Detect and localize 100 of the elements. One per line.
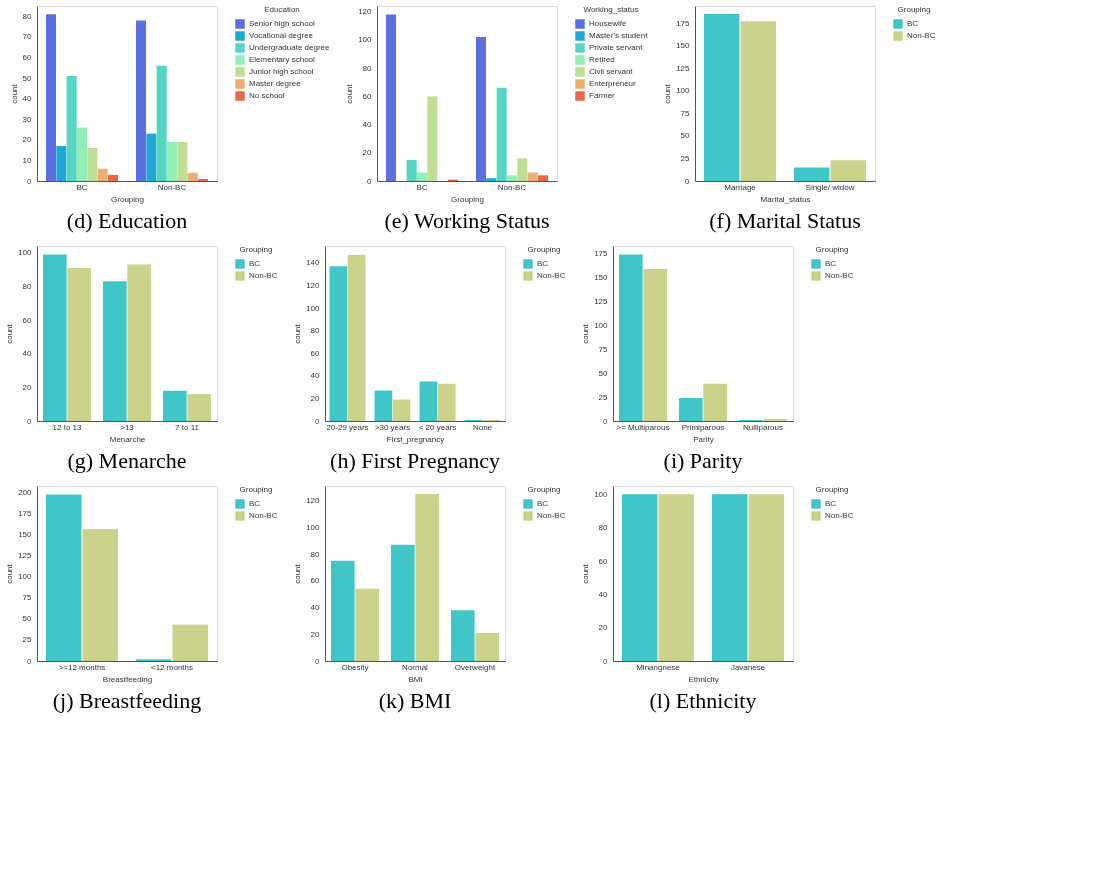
x-axis-title: First_pregnancy [386, 434, 445, 444]
x-tick-label: >13 [120, 422, 135, 432]
y-tick-label: 60 [22, 52, 33, 62]
y-tick-label: 150 [676, 41, 691, 51]
x-tick-label: BC [416, 182, 428, 192]
y-tick-label: 60 [598, 556, 609, 566]
legend-label: BC [249, 499, 261, 508]
y-axis-title: count [293, 563, 303, 584]
y-tick-label: 70 [22, 32, 33, 42]
y-tick-label: 120 [306, 281, 321, 291]
bar [331, 560, 355, 661]
y-tick-label: 100 [676, 86, 691, 96]
text: (g) Menarche [67, 448, 187, 473]
y-tick-label: 30 [22, 114, 33, 124]
y-tick-label: 50 [22, 73, 33, 83]
bar [127, 264, 151, 421]
y-tick-label: 0 [27, 656, 33, 666]
legend-label: Undergraduate degree [249, 43, 331, 52]
x-axis-title: BMI [408, 674, 423, 684]
bar [87, 148, 98, 181]
bar [156, 65, 167, 181]
text: (j) Breastfeeding [52, 688, 202, 713]
bar [76, 127, 88, 181]
y-tick-label: 200 [18, 488, 33, 498]
bar [506, 175, 518, 181]
x-tick-label: Primiparous [681, 422, 725, 432]
bar [103, 281, 127, 421]
bar [82, 528, 118, 661]
legend-label: Civil servant [589, 67, 634, 76]
legend-title: Grouping [239, 245, 273, 254]
bar [830, 160, 866, 181]
legend-title: Working_status [583, 5, 639, 14]
x-tick-label: Javanese [730, 662, 766, 672]
bar [679, 398, 703, 421]
y-tick-label: 175 [18, 509, 33, 519]
legend-label: Non-BC [825, 271, 854, 280]
x-axis-title: Ethnicity [688, 674, 719, 684]
bar [172, 624, 208, 661]
y-tick-label: 40 [362, 120, 373, 130]
y-axis-title: count [9, 83, 19, 104]
bar [107, 174, 118, 181]
legend-title: Grouping [527, 485, 561, 494]
y-tick-label: 175 [676, 18, 691, 28]
y-tick-label: 100 [18, 572, 33, 582]
y-tick-label: 0 [367, 176, 373, 186]
x-tick-label: Minangnese [636, 662, 681, 672]
y-tick-label: 0 [315, 416, 321, 426]
y-tick-label: 80 [310, 549, 321, 559]
y-tick-label: 50 [680, 131, 691, 141]
y-tick-label: 80 [598, 523, 609, 533]
y-tick-label: 0 [603, 416, 609, 426]
y-tick-label: 60 [310, 348, 321, 358]
bar [740, 21, 776, 181]
legend-label: BC [825, 499, 837, 508]
y-tick-label: 50 [22, 614, 33, 624]
text: (d) Education [66, 208, 188, 233]
y-tick-label: 120 [358, 7, 373, 17]
x-tick-label: >30 years [374, 422, 411, 432]
y-tick-label: 125 [676, 63, 691, 73]
bar [66, 76, 77, 181]
x-tick-label: Non-BC [157, 182, 187, 192]
bar [496, 87, 507, 181]
x-tick-label: 12 to 13 [52, 422, 82, 432]
legend-label: Non-BC [537, 511, 566, 520]
legend-title: Grouping [239, 485, 273, 494]
legend-label: Non-BC [537, 271, 566, 280]
bar [475, 632, 499, 661]
bar [619, 254, 643, 421]
bar [163, 390, 187, 421]
y-tick-label: 80 [310, 326, 321, 336]
bar [166, 141, 178, 181]
y-tick-label: 25 [22, 635, 33, 645]
y-tick-label: 120 [306, 496, 321, 506]
text: (f) Marital Status [709, 208, 861, 233]
y-tick-label: 100 [594, 489, 609, 499]
x-tick-label: Normal [402, 662, 429, 672]
legend-label: BC [907, 19, 919, 28]
bar [146, 133, 157, 181]
bar [329, 266, 348, 421]
y-tick-label: 0 [27, 176, 33, 186]
bar [451, 610, 475, 661]
bar [794, 167, 830, 181]
bar [406, 159, 417, 181]
bar [517, 158, 528, 181]
y-tick-label: 100 [594, 320, 609, 330]
x-tick-label: Obesity [341, 662, 369, 672]
y-tick-label: 20 [598, 623, 609, 633]
bar [67, 267, 91, 421]
x-axis-title: Grouping [451, 194, 484, 204]
y-tick-label: 20 [310, 629, 321, 639]
legend-label: Senior high school [249, 19, 316, 28]
bar [527, 172, 538, 181]
bar [187, 394, 211, 421]
bar [386, 14, 397, 181]
legend-title: Grouping [897, 5, 931, 14]
y-tick-label: 100 [18, 248, 33, 258]
bar [391, 544, 415, 661]
legend-title: Education [264, 5, 300, 14]
bar [537, 175, 548, 181]
bar [703, 383, 727, 421]
